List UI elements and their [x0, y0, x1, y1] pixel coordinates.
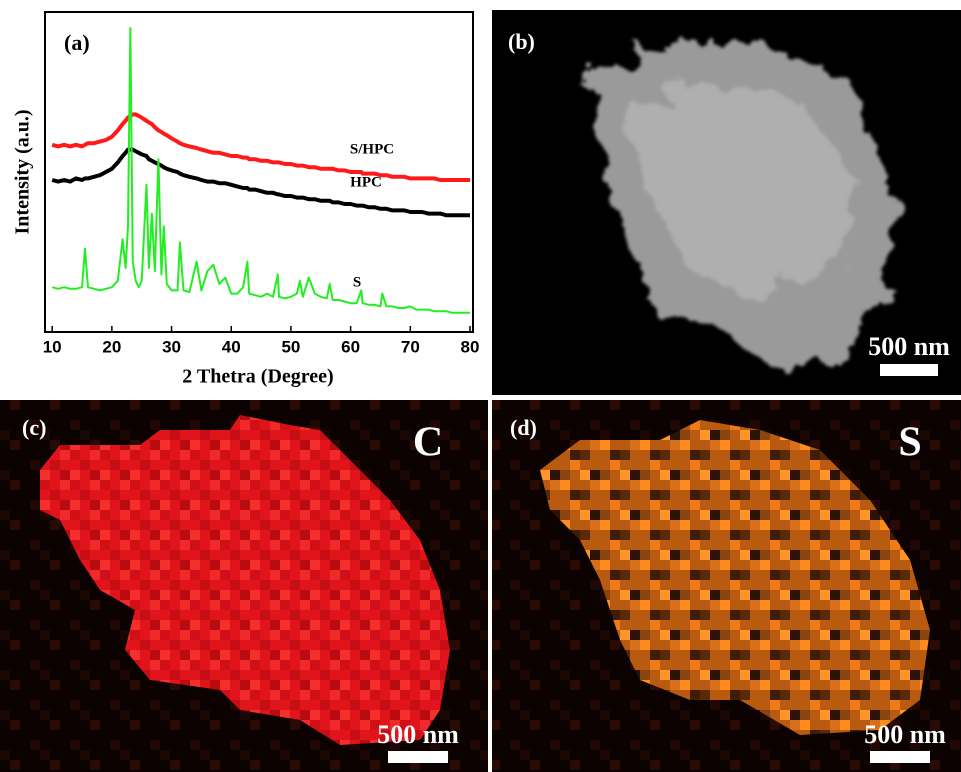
page: (a) S/HPC HPC S 2 Thetra (Degree) Intens… — [0, 0, 961, 772]
panel-label: (a) — [64, 30, 90, 55]
scale-bar — [388, 751, 448, 763]
xrd-chart: (a) S/HPC HPC S 2 Thetra (Degree) Intens… — [12, 12, 480, 388]
x-tick-label: 30 — [162, 337, 181, 356]
x-tick-label: 80 — [461, 337, 480, 356]
x-tick-label: 50 — [281, 337, 300, 356]
scale-bar-label: 500 nm — [864, 720, 946, 749]
tem-panel: (b) 500 nm — [492, 10, 961, 395]
scale-bar — [870, 751, 930, 763]
figure: (a) S/HPC HPC S 2 Thetra (Degree) Intens… — [0, 0, 961, 772]
series-label: HPC — [350, 174, 382, 190]
x-tick-label: 10 — [43, 337, 62, 356]
scale-bar-label: 500 nm — [868, 332, 950, 361]
element-label: S — [898, 420, 921, 466]
scale-bar-label: 500 nm — [377, 720, 459, 749]
x-tick-label: 40 — [222, 337, 241, 356]
series-label: S — [353, 274, 361, 290]
panel-label: (d) — [510, 415, 537, 440]
y-axis-label: Intensity (a.u.) — [12, 109, 34, 234]
panel-label: (b) — [508, 29, 535, 54]
element-label: C — [413, 420, 443, 466]
x-axis-label: 2 Thetra (Degree) — [182, 366, 333, 388]
x-tick-label: 60 — [341, 337, 360, 356]
panel-label: (c) — [22, 415, 46, 440]
scale-bar — [880, 364, 938, 376]
x-tick-label: 20 — [102, 337, 121, 356]
carbon-map-panel: (c) C 500 nm — [0, 400, 488, 772]
sulfur-map-panel: (d) S 500 nm — [492, 400, 961, 772]
x-tick-label: 70 — [401, 337, 420, 356]
series-label: S/HPC — [350, 141, 394, 157]
